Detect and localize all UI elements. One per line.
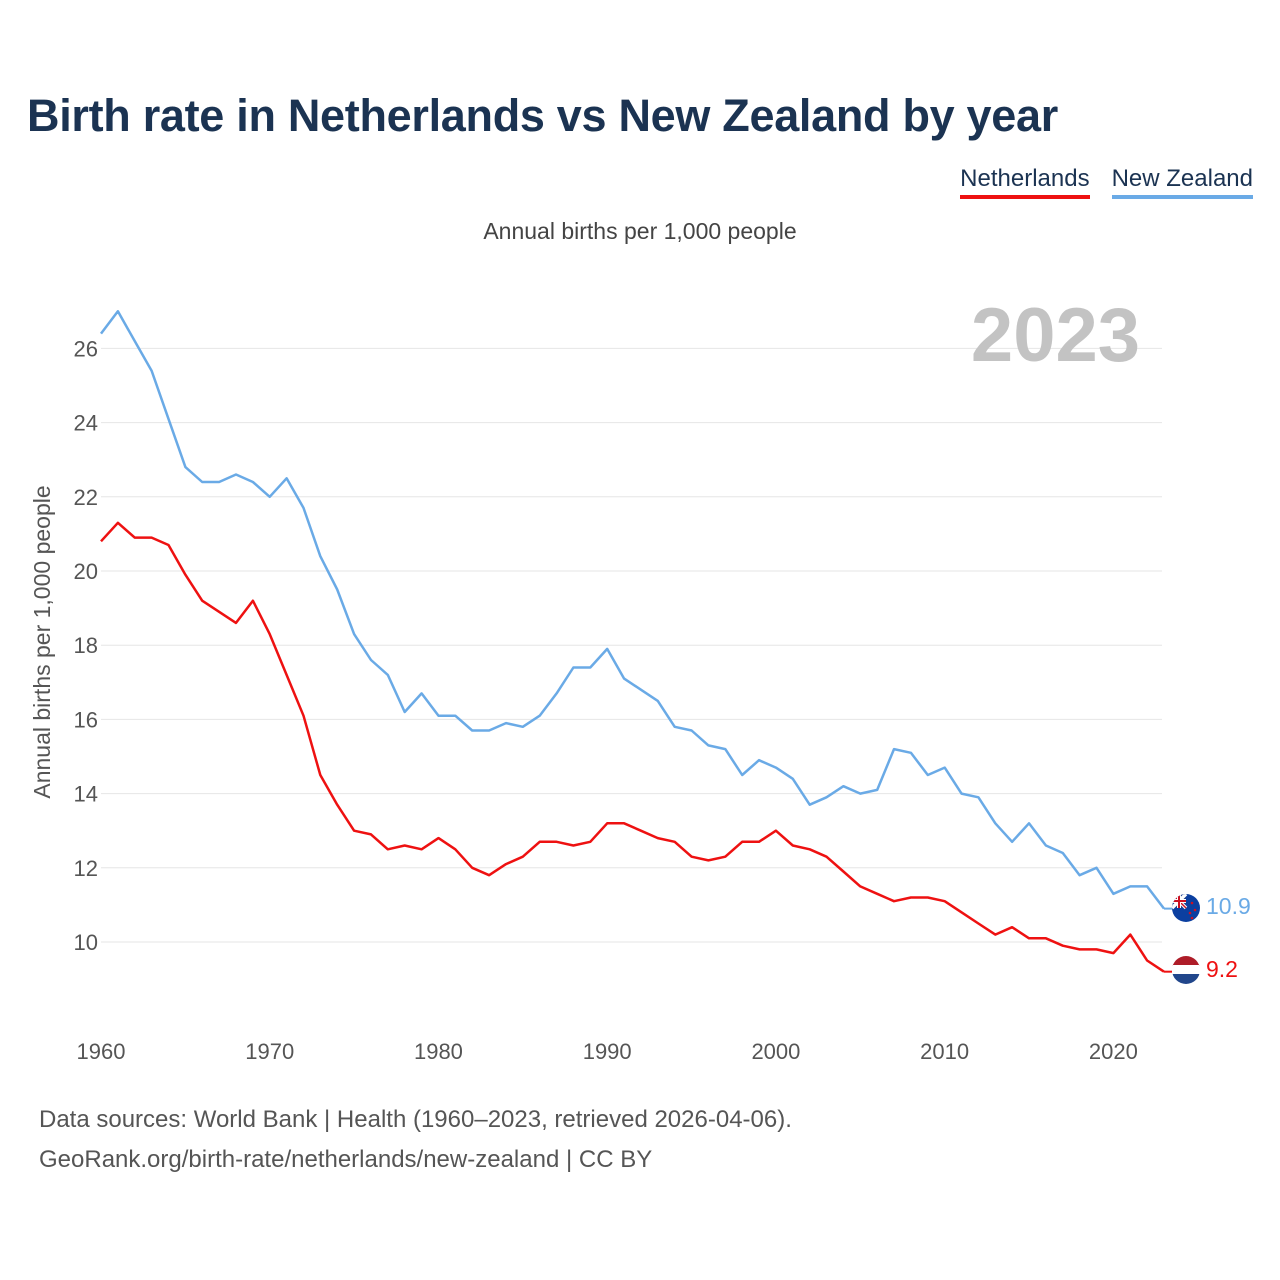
y-tick-label: 26 [74,336,98,361]
y-tick-label: 16 [74,707,98,732]
x-tick-label: 2010 [920,1039,969,1064]
y-tick-label: 18 [74,633,98,658]
data-sources-note: Data sources: World Bank | Health (1960–… [39,1106,792,1133]
new-zealand-flag-icon [1172,894,1200,922]
y-axis-label: Annual births per 1,000 people [29,485,55,798]
y-tick-label: 10 [74,930,98,955]
chart-title: Birth rate in Netherlands vs New Zealand… [27,90,1058,141]
series-line-netherlands[interactable] [100,521,1165,973]
y-tick-label: 20 [74,559,98,584]
legend-item-new-zealand[interactable]: New Zealand [1111,165,1253,199]
chart-subtitle: Annual births per 1,000 people [483,218,797,244]
x-tick-label: 2000 [751,1039,800,1064]
y-tick-label: 12 [74,856,98,881]
legend-item-netherlands[interactable]: Netherlands [960,165,1090,199]
y-tick-label: 22 [74,485,98,510]
x-tick-label: 1990 [583,1039,632,1064]
y-tick-label: 24 [74,411,98,436]
legend: Netherlands New Zealand [960,165,1253,199]
x-tick-label: 1970 [245,1039,294,1064]
end-label-netherlands: 9.2 [1206,956,1238,982]
x-tick-label: 2020 [1089,1039,1138,1064]
source-link[interactable]: GeoRank.org/birth-rate/netherlands/new-z… [39,1146,653,1173]
year-badge: 2023 [971,293,1140,378]
end-label-new-zealand: 10.9 [1206,893,1251,919]
series-line-new-zealand[interactable] [100,310,1165,910]
x-tick-label: 1980 [414,1039,463,1064]
netherlands-flag-icon [1172,956,1200,984]
x-tick-label: 1960 [77,1039,126,1064]
y-tick-label: 14 [74,782,98,807]
